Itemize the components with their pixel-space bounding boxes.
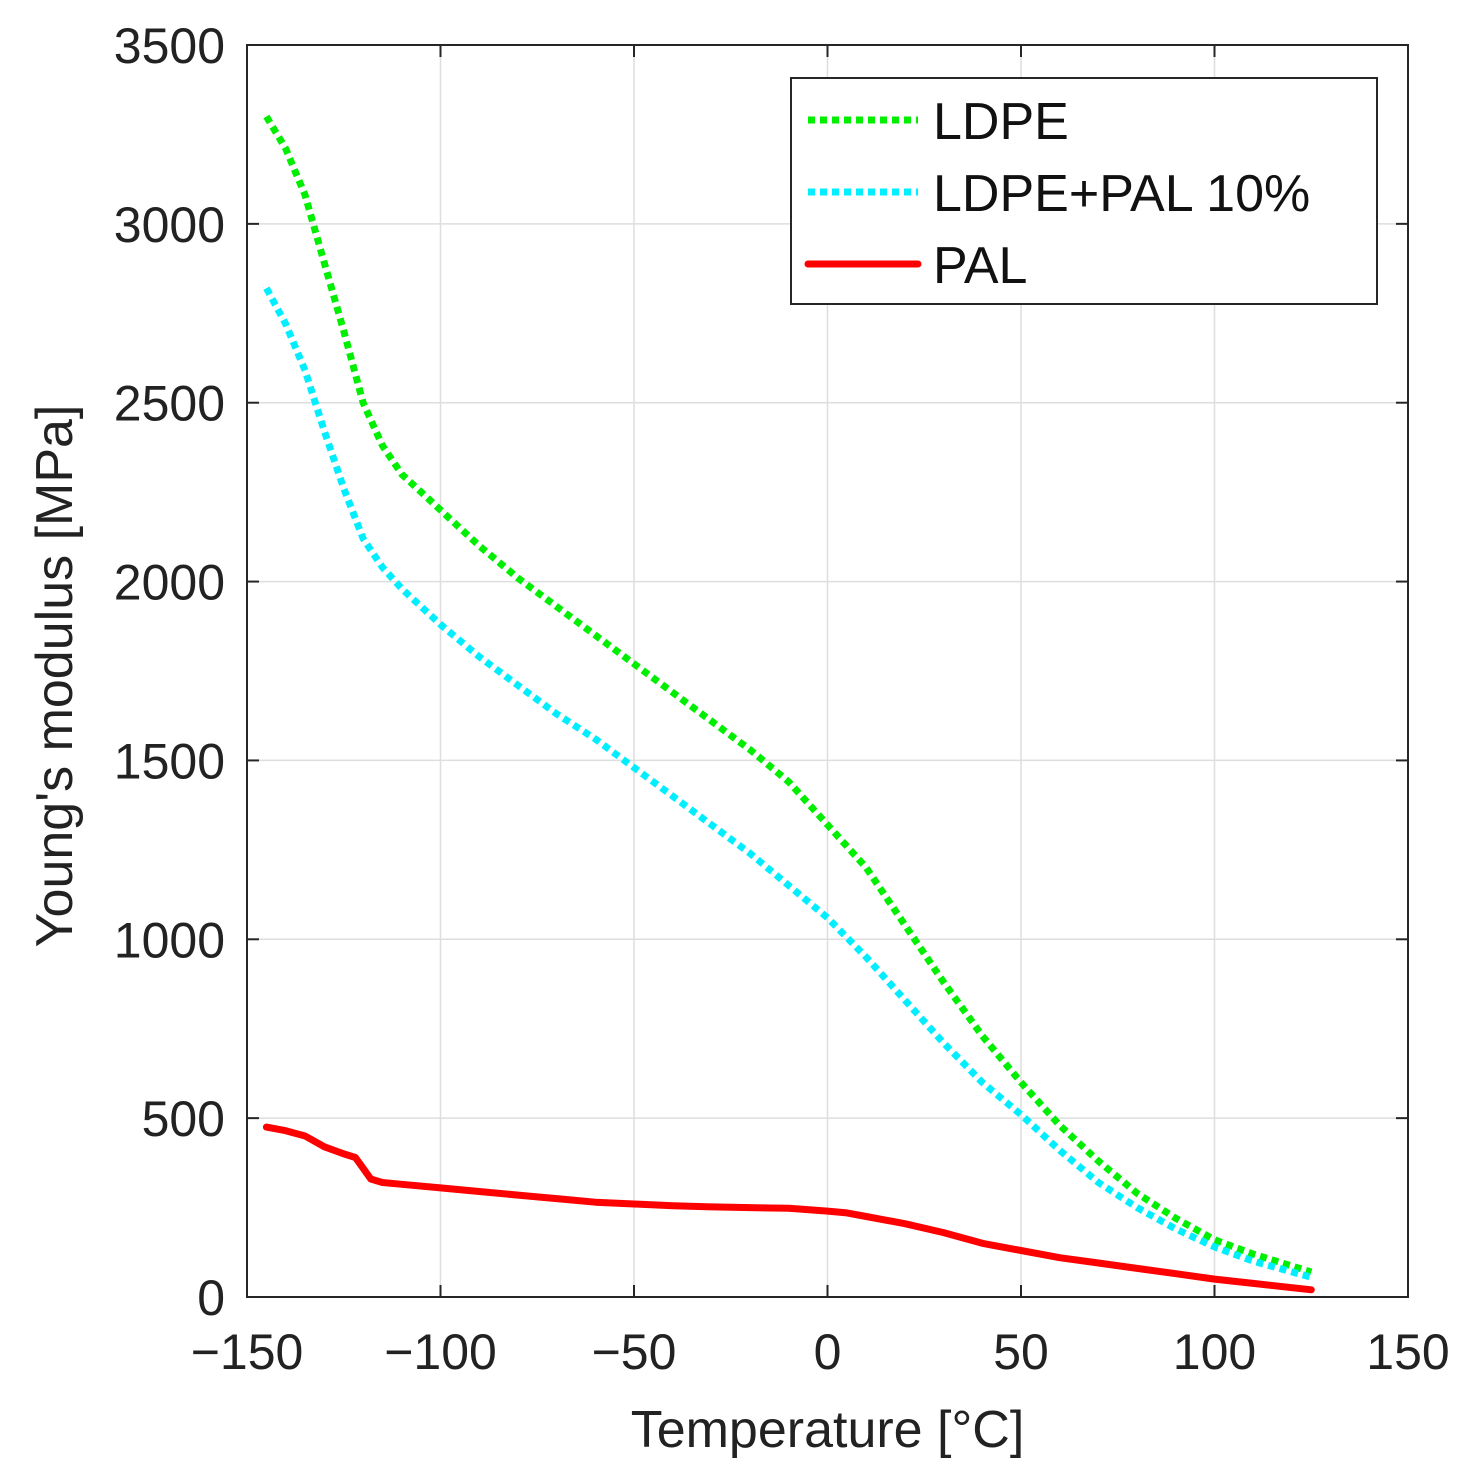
plot-series xyxy=(262,114,1315,1294)
x-tick-label: −100 xyxy=(384,1324,497,1380)
y-tick-label: 0 xyxy=(197,1270,225,1326)
legend-label: PAL xyxy=(933,237,1027,295)
x-axis-title: Temperature [°C] xyxy=(631,1401,1025,1459)
x-tick-label: 150 xyxy=(1366,1324,1449,1380)
x-tick-label: 0 xyxy=(814,1324,842,1380)
axis-ticks: −150 −100 −50 0 50 100 15005001000150020002500… xyxy=(114,18,1450,1380)
y-tick-label: 500 xyxy=(142,1091,225,1147)
y-tick-label: 2500 xyxy=(114,376,225,432)
y-tick-label: 1000 xyxy=(114,912,225,968)
legend: LDPE LDPE+PAL 10% PAL xyxy=(790,77,1378,305)
series-line-ldpe xyxy=(263,114,1313,1276)
legend-label: LDPE xyxy=(933,93,1069,151)
y-tick-label: 3500 xyxy=(114,18,225,74)
series-line-ldpe-pal-10 xyxy=(263,286,1313,1281)
x-tick-label: −50 xyxy=(592,1324,677,1380)
y-tick-label: 1500 xyxy=(114,733,225,789)
x-tick-label: 100 xyxy=(1173,1324,1256,1380)
x-tick-label: −150 xyxy=(191,1324,304,1380)
y-axis-title: Young's modulus [MPa] xyxy=(26,405,84,948)
x-tick-label: 50 xyxy=(993,1324,1049,1380)
y-tick-label: 3000 xyxy=(114,197,225,253)
legend-label: LDPE+PAL 10% xyxy=(933,165,1310,223)
y-tick-label: 2000 xyxy=(114,555,225,611)
series-line-pal xyxy=(262,1123,1315,1294)
